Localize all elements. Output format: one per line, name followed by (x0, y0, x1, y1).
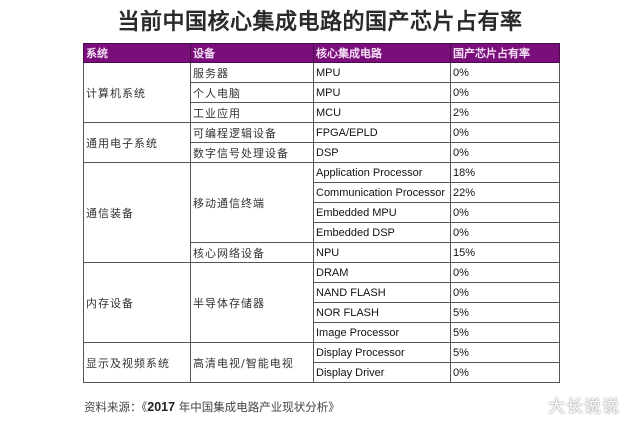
share-cell: 0% (450, 222, 560, 243)
system-cell: 内存设备 (83, 262, 191, 343)
chip-cell: Display Driver (313, 362, 451, 383)
system-cell: 显示及视频系统 (83, 342, 191, 383)
table-row: Communication Processor 22% (84, 182, 560, 203)
chip-cell: NAND FLASH (313, 282, 451, 303)
table-row: NAND FLASH 0% (84, 282, 560, 303)
share-cell: 0% (450, 362, 560, 383)
share-cell: 15% (450, 242, 560, 263)
share-cell: 0% (450, 262, 560, 283)
share-cell: 0% (450, 82, 560, 103)
device-cell: 服务器 (190, 62, 314, 83)
page-title: 当前中国核心集成电路的国产芯片占有率 (117, 10, 523, 35)
table-row: Embedded MPU 0% (84, 202, 560, 223)
share-cell: 5% (450, 342, 560, 363)
chip-cell: MPU (313, 82, 451, 103)
chip-cell: Image Processor (313, 322, 451, 343)
device-cell: 高清电视/智能电视 (190, 342, 314, 383)
chip-cell: MPU (313, 62, 451, 83)
header-domestic-share: 国产芯片占有率 (450, 43, 560, 63)
chip-cell: Communication Processor (313, 182, 451, 203)
chip-cell: FPGA/EPLD (313, 122, 451, 143)
chip-cell: Application Processor (313, 162, 451, 183)
chip-cell: Embedded MPU (313, 202, 451, 223)
device-cell: 半导体存储器 (190, 262, 314, 343)
share-cell: 5% (450, 322, 560, 343)
table-row: Embedded DSP 0% (84, 222, 560, 243)
table-row: 通用电子系统 可编程逻辑设备 FPGA/EPLD 0% (83, 122, 560, 163)
chip-cell: Display Processor (313, 342, 451, 363)
share-cell: 0% (450, 282, 560, 303)
table-row: 工业应用 MCU 2% (84, 102, 560, 123)
table-row: 计算机系统 服务器 MPU 0% (83, 62, 560, 123)
header-device: 设备 (190, 43, 314, 63)
header-system: 系统 (83, 43, 191, 63)
chip-cell: NOR FLASH (313, 302, 451, 323)
chip-cell: DSP (313, 142, 451, 163)
device-cell: 工业应用 (190, 102, 314, 123)
share-cell: 0% (450, 202, 560, 223)
device-cell: 数字信号处理设备 (190, 142, 314, 163)
table-row: 内存设备 半导体存储器 DRAM 0% (83, 262, 560, 343)
chip-cell: MCU (313, 102, 451, 123)
share-cell: 0% (450, 62, 560, 83)
chip-cell: DRAM (313, 262, 451, 283)
system-cell: 计算机系统 (83, 62, 191, 123)
share-cell: 18% (450, 162, 560, 183)
share-cell: 0% (450, 122, 560, 143)
share-cell: 5% (450, 302, 560, 323)
chip-share-table: 系统 设备 核心集成电路 国产芯片占有率 计算机系统 服务器 MPU 0% 个人… (83, 43, 560, 383)
share-cell: 0% (450, 142, 560, 163)
share-cell: 22% (450, 182, 560, 203)
device-cell: 个人电脑 (190, 82, 314, 103)
table-header-row: 系统 设备 核心集成电路 国产芯片占有率 (83, 43, 560, 63)
watermark: 大长说说 (548, 397, 620, 417)
source-prefix: 资料来源：《 (84, 400, 148, 414)
chip-cell: Embedded DSP (313, 222, 451, 243)
table-row: Display Driver 0% (84, 362, 560, 383)
system-cell: 通信装备 (83, 162, 191, 263)
source-year: 2017 (147, 400, 176, 414)
header-core-ic: 核心集成电路 (313, 43, 451, 63)
table-row: Image Processor 5% (84, 322, 560, 343)
table-row: 通信装备 移动通信终端 Application Processor 18% (83, 162, 560, 263)
table-row: 显示及视频系统 高清电视/智能电视 Display Processor 5% (83, 342, 560, 383)
chip-cell: NPU (313, 242, 451, 263)
source-note: 资料来源：《2017 年中国集成电路产业现状分析》 (84, 399, 340, 415)
table-row: 个人电脑 MPU 0% (84, 82, 560, 103)
share-cell: 2% (450, 102, 560, 123)
source-suffix: 年中国集成电路产业现状分析》 (175, 400, 340, 414)
device-cell: 移动通信终端 (190, 162, 314, 243)
system-cell: 通用电子系统 (83, 122, 191, 163)
device-cell: 可编程逻辑设备 (190, 122, 314, 143)
device-cell: 核心网络设备 (190, 242, 314, 263)
table-row: 核心网络设备 NPU 15% (84, 242, 560, 263)
